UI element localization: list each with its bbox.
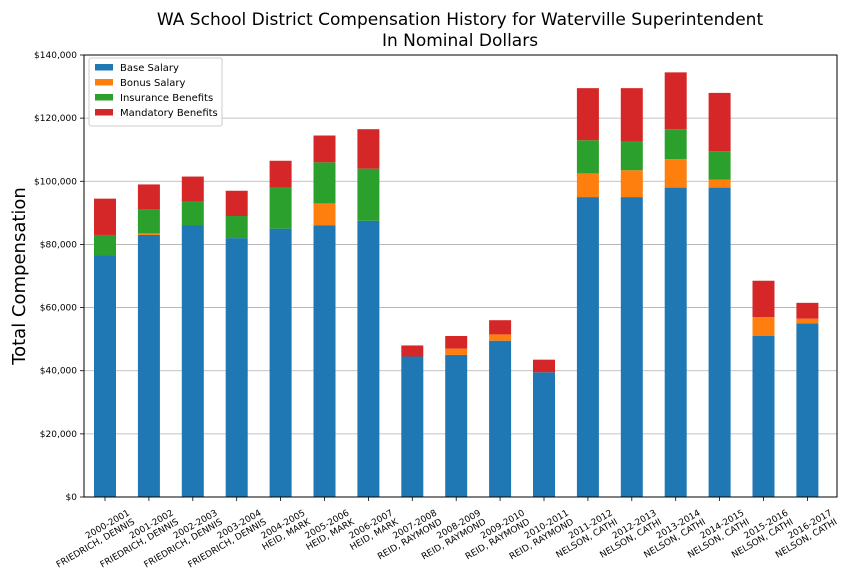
bar-segment-mandatory-benefits	[357, 129, 380, 169]
bar-segment-insurance-benefits	[94, 234, 116, 256]
bars	[94, 72, 819, 498]
bar-segment-insurance-benefits	[313, 162, 336, 204]
bar-segment-base-salary	[181, 225, 204, 497]
bar-segment-base-salary	[357, 220, 380, 497]
bar-segment-insurance-benefits	[708, 151, 731, 180]
y-tick-label: $100,000	[34, 177, 77, 187]
y-tick-label: $60,000	[40, 304, 77, 314]
y-tick-label: $80,000	[40, 240, 77, 250]
bar-segment-bonus-salary	[752, 317, 775, 336]
bar-segment-bonus-salary	[137, 233, 160, 235]
y-tick-label: $0	[66, 493, 78, 503]
bar-segment-base-salary	[313, 225, 336, 497]
y-axis-ticks: $0 $20,000 $40,000 $60,000 $80,000 $100,000 $1…	[34, 51, 84, 503]
bar-segment-mandatory-benefits	[489, 320, 512, 335]
legend-label: Insurance Benefits	[120, 93, 213, 104]
legend-swatch	[95, 79, 113, 86]
bar-segment-base-salary	[94, 255, 116, 497]
plot-frame	[83, 54, 838, 498]
bar-segment-base-salary	[664, 187, 687, 497]
bar-segment-base-salary	[708, 187, 731, 497]
bar-segment-insurance-benefits	[181, 201, 204, 226]
bar-segment-mandatory-benefits	[708, 92, 731, 152]
chart-subtitle: In Nominal Dollars	[382, 31, 538, 51]
legend-swatch	[95, 64, 113, 71]
bar-segment-insurance-benefits	[620, 141, 643, 171]
chart-title: WA School District Compensation History …	[157, 10, 764, 30]
bar-segment-base-salary	[796, 323, 819, 497]
y-tick-label: $140,000	[34, 51, 77, 61]
bar-segment-base-salary	[752, 335, 775, 497]
bar-segment-bonus-salary	[620, 170, 643, 198]
bar-segment-mandatory-benefits	[225, 190, 248, 217]
bar-segment-bonus-salary	[489, 334, 512, 341]
bar-segment-mandatory-benefits	[752, 280, 775, 318]
x-tick-label: 2000-2001FRIEDRICH, DENNIS	[50, 508, 137, 570]
legend-label: Base Salary	[120, 63, 179, 74]
bar-segment-insurance-benefits	[576, 140, 599, 174]
bar-segment-bonus-salary	[576, 173, 599, 198]
bar-segment-base-salary	[269, 228, 292, 497]
y-tick-label: $20,000	[40, 430, 77, 440]
bar-segment-base-salary	[137, 234, 160, 497]
bar-segment-mandatory-benefits	[269, 160, 292, 188]
bar-segment-mandatory-benefits	[94, 198, 116, 235]
bar-segment-base-salary	[401, 356, 424, 497]
bar-segment-mandatory-benefits	[313, 135, 336, 163]
bar-segment-insurance-benefits	[137, 209, 160, 234]
bar-segment-mandatory-benefits	[664, 72, 687, 130]
y-tick-label: $120,000	[34, 114, 77, 124]
legend: Base Salary Bonus Salary Insurance Benefit…	[88, 57, 223, 127]
legend-label: Bonus Salary	[120, 78, 186, 89]
bar-segment-mandatory-benefits	[445, 335, 468, 349]
bar-segment-bonus-salary	[445, 348, 468, 355]
bar-segment-base-salary	[225, 238, 248, 497]
y-tick-label: $40,000	[40, 367, 77, 377]
bar-segment-mandatory-benefits	[796, 302, 819, 319]
bar-segment-mandatory-benefits	[576, 88, 599, 141]
bar-segment-bonus-salary	[313, 203, 336, 226]
bar-segment-mandatory-benefits	[181, 176, 204, 202]
bar-segment-base-salary	[533, 372, 555, 497]
x-axis-ticks: 2000-2001FRIEDRICH, DENNIS2001-2002FRIED…	[50, 497, 839, 570]
bar-segment-base-salary	[576, 197, 599, 498]
bar-segment-base-salary	[620, 197, 643, 498]
legend-swatch	[95, 94, 113, 101]
bar-segment-insurance-benefits	[664, 129, 687, 160]
legend-swatch	[95, 109, 113, 116]
bar-segment-mandatory-benefits	[533, 359, 555, 373]
y-axis-label: Total Compensation	[9, 187, 30, 366]
bar-segment-mandatory-benefits	[401, 345, 424, 357]
bar-segment-base-salary	[489, 340, 512, 497]
bar-segment-mandatory-benefits	[137, 184, 160, 210]
legend-label: Mandatory Benefits	[120, 108, 218, 119]
bar-segment-mandatory-benefits	[620, 88, 643, 142]
bar-segment-insurance-benefits	[269, 187, 292, 229]
bar-segment-insurance-benefits	[225, 216, 248, 239]
bar-segment-bonus-salary	[664, 159, 687, 188]
legend-box	[88, 57, 223, 127]
bar-segment-bonus-salary	[796, 318, 819, 324]
bar-segment-base-salary	[445, 354, 468, 497]
bar-segment-insurance-benefits	[357, 168, 380, 221]
bar-segment-bonus-salary	[708, 179, 731, 188]
